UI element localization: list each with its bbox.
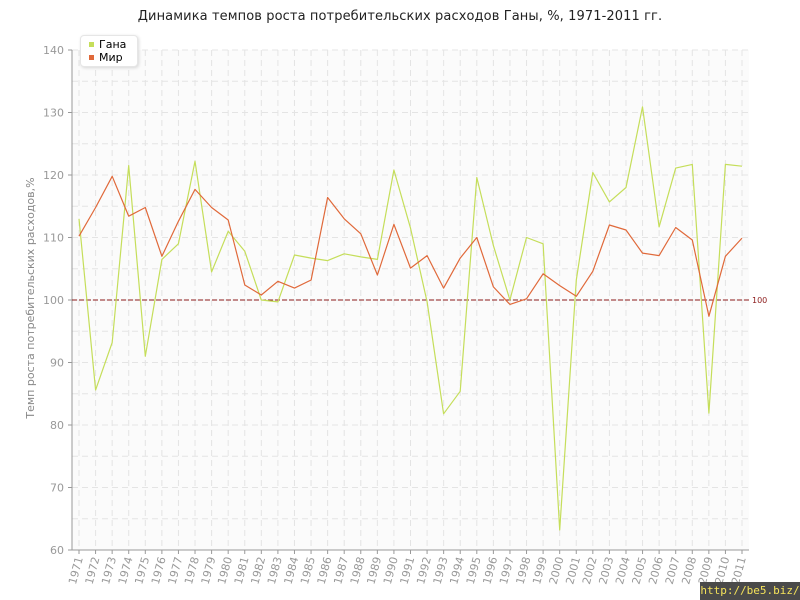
x-tick-labels: 1971197219731974197519761977197819791980… bbox=[66, 550, 749, 586]
series-line-world bbox=[78, 175, 743, 317]
legend-label-ghana: Гана bbox=[99, 38, 127, 51]
y-tick-labels: 60 70 80 90 100 110 120 130 140 bbox=[43, 44, 72, 557]
y-tick-label: 90 bbox=[50, 357, 64, 370]
series-line-ghana bbox=[78, 106, 743, 531]
legend-swatch-world bbox=[89, 54, 94, 60]
y-tick-label: 70 bbox=[50, 482, 64, 495]
watermark[interactable]: http://be5.biz/ bbox=[700, 582, 800, 600]
reference-line-label: 100 bbox=[752, 296, 767, 305]
y-axis-label: Темп роста потребительских расходов,% bbox=[24, 177, 37, 419]
y-tick-label: 120 bbox=[43, 169, 64, 182]
legend-label-world: Мир bbox=[99, 51, 123, 64]
series-lines bbox=[78, 106, 743, 531]
legend-item-world[interactable]: Мир bbox=[89, 51, 123, 64]
y-tick-label: 80 bbox=[50, 419, 64, 432]
y-tick-label: 110 bbox=[43, 232, 64, 245]
reference-line-100: 100 bbox=[72, 296, 767, 305]
y-tick-label: 60 bbox=[50, 544, 64, 557]
y-tick-label: 140 bbox=[43, 44, 64, 57]
y-tick-label: 130 bbox=[43, 107, 64, 120]
legend: Гана Мир bbox=[80, 35, 138, 67]
y-tick-label: 100 bbox=[43, 294, 64, 307]
legend-item-ghana[interactable]: Гана bbox=[89, 38, 126, 51]
chart-title: Динамика темпов роста потребительских ра… bbox=[137, 9, 663, 24]
legend-swatch-ghana bbox=[89, 41, 94, 47]
